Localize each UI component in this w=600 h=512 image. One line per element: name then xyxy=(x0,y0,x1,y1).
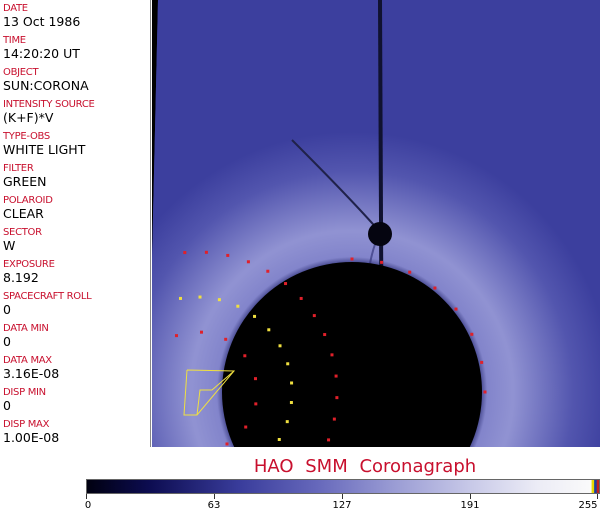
grid-marker xyxy=(286,362,290,366)
grid-marker xyxy=(332,417,336,421)
grid-marker xyxy=(454,307,458,311)
grid-marker xyxy=(174,334,178,338)
grid-marker xyxy=(380,260,384,264)
field-filter: FILTER GREEN xyxy=(3,163,47,189)
field-disp-max: DISP MAX 1.00E-08 xyxy=(3,419,60,445)
colorbar-tick xyxy=(597,494,598,499)
colorbar-label: 63 xyxy=(207,500,221,511)
grid-marker xyxy=(198,295,202,299)
grid-marker xyxy=(253,377,257,381)
grid-marker xyxy=(267,328,271,332)
grid-marker xyxy=(254,402,258,406)
field-time: TIME 14:20:20 UT xyxy=(3,35,80,61)
colorbar-label: 255 xyxy=(578,500,598,511)
grid-marker xyxy=(299,296,303,300)
grid-marker xyxy=(179,296,183,300)
grid-marker xyxy=(217,298,221,302)
colorbar xyxy=(86,479,600,494)
grid-marker xyxy=(289,401,293,405)
grid-marker xyxy=(408,270,412,274)
coronagraph-image xyxy=(152,0,600,447)
field-disp-min: DISP MIN 0 xyxy=(3,387,46,413)
colorbar-tick xyxy=(86,494,87,499)
colorbar-tick xyxy=(470,494,471,499)
grid-marker xyxy=(277,438,281,441)
grid-marker xyxy=(226,253,230,257)
grid-marker xyxy=(243,354,247,358)
grid-marker xyxy=(278,344,282,348)
grid-marker xyxy=(253,314,257,318)
grid-marker xyxy=(285,420,289,424)
field-exposure: EXPOSURE 8.192 xyxy=(3,259,55,285)
field-spacecraft-roll: SPACECRAFT ROLL 0 xyxy=(3,291,92,317)
grid-marker xyxy=(183,251,187,255)
field-intensity-source: INTENSITY SOURCE (K+F)*V xyxy=(3,99,95,125)
grid-marker xyxy=(224,337,228,341)
grid-marker xyxy=(266,269,270,273)
grid-marker xyxy=(327,438,331,442)
colorbar-label: 191 xyxy=(460,500,480,511)
image-title: HAO SMM Coronagraph xyxy=(253,456,477,477)
grid-marker xyxy=(433,286,437,290)
grid-marker xyxy=(335,396,339,400)
field-date: DATE 13 Oct 1986 xyxy=(3,3,81,29)
grid-marker xyxy=(312,314,316,318)
grid-marker xyxy=(225,442,229,446)
grid-marker xyxy=(204,250,208,254)
colorbar-tick xyxy=(214,494,215,499)
grid-marker xyxy=(470,332,474,336)
grid-marker xyxy=(323,333,327,337)
grid-marker xyxy=(284,282,288,286)
grid-marker xyxy=(480,360,484,364)
field-data-min: DATA MIN 0 xyxy=(3,323,49,349)
field-polaroid: POLAROID CLEAR xyxy=(3,195,53,221)
grid-marker xyxy=(244,425,248,429)
grid-marker xyxy=(290,381,294,385)
field-type-obs: TYPE-OBS WHITE LIGHT xyxy=(3,131,86,157)
grid-marker xyxy=(350,257,354,261)
grid-marker xyxy=(483,390,487,394)
metadata-panel xyxy=(0,0,151,447)
field-sector: SECTOR W xyxy=(3,227,42,253)
grid-marker xyxy=(199,330,203,334)
colorbar-tick xyxy=(342,494,343,499)
grid-marker xyxy=(246,260,250,264)
grid-marker xyxy=(236,304,240,308)
grid-marker xyxy=(334,374,338,378)
field-data-max: DATA MAX 3.16E-08 xyxy=(3,355,60,381)
colorbar-label: 127 xyxy=(332,500,352,511)
grid-marker xyxy=(330,353,334,357)
field-object: OBJECT SUN:CORONA xyxy=(3,67,89,93)
colorbar-label: 0 xyxy=(84,500,92,511)
